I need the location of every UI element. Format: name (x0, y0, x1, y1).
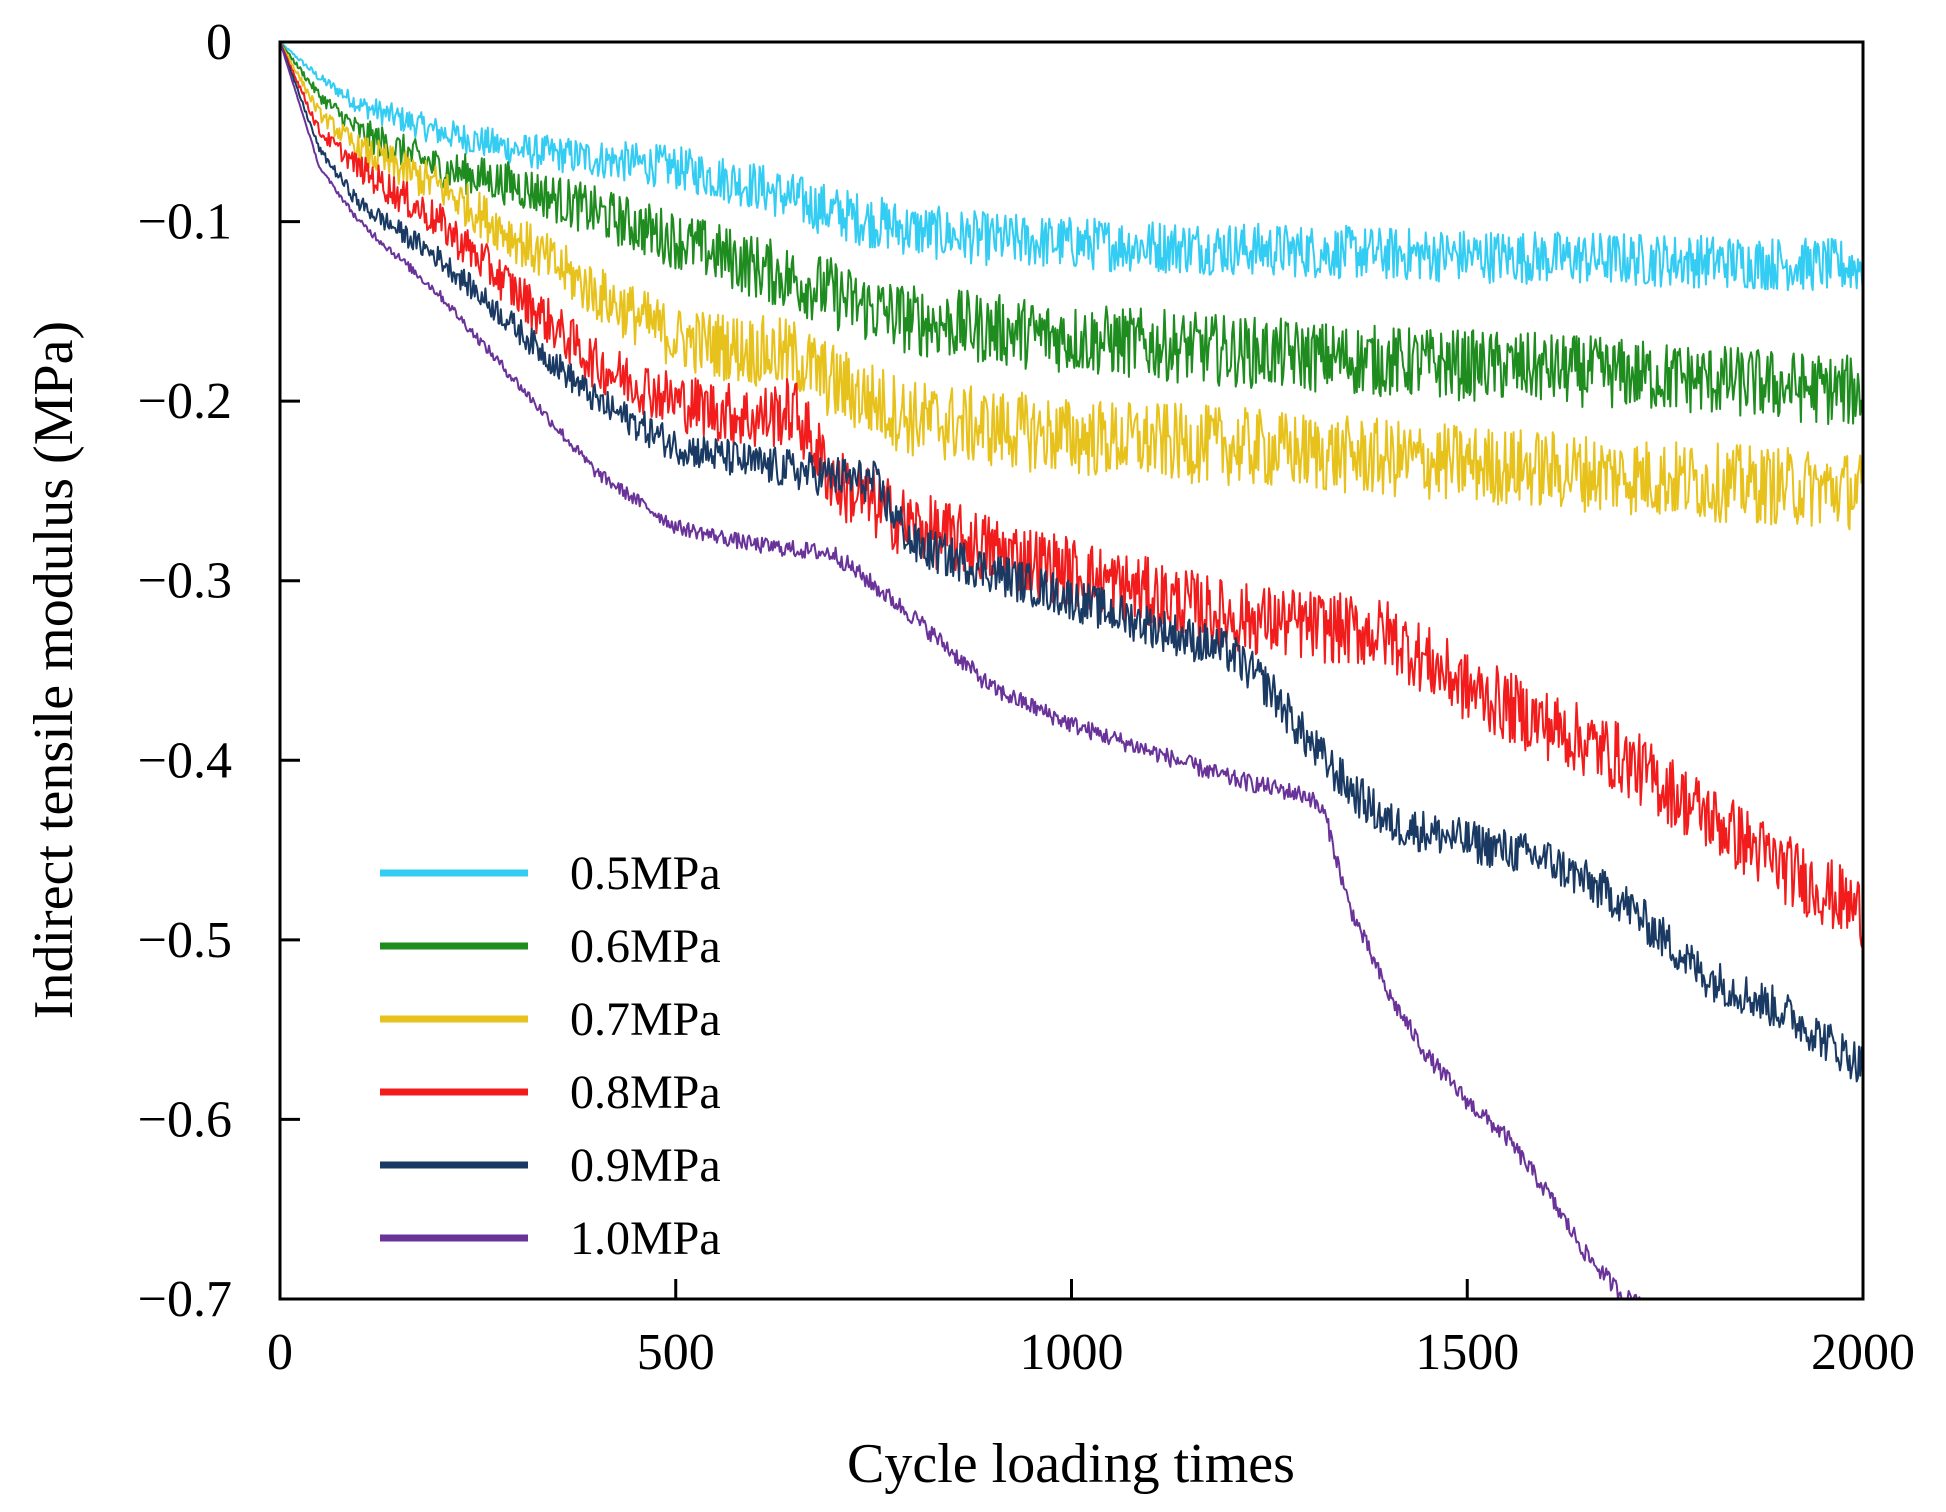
y-tick-label: −0.6 (138, 1091, 232, 1148)
legend: 0.5MPa 0.6MPa 0.7MPa 0.8MPa 0.9MPa 1.0MPa (380, 847, 721, 1265)
x-tick-label: 500 (637, 1324, 715, 1381)
series-line-0-5mpa (279, 41, 1864, 292)
y-tick-label: −0.1 (138, 194, 232, 251)
y-tick-label: −0.4 (138, 732, 232, 789)
y-tick-label: −0.5 (138, 912, 232, 969)
x-axis-title: Cycle loading times (847, 1433, 1295, 1495)
legend-label-0-8mpa: 0.8MPa (570, 1066, 721, 1119)
y-axis: 0 −0.1 −0.2 −0.3 −0.4 −0.5 −0.6 −0.7 (138, 14, 300, 1328)
series-line-0-7mpa (279, 41, 1864, 531)
legend-label-0-9mpa: 0.9MPa (570, 1139, 721, 1192)
series-line-0-6mpa (279, 41, 1864, 426)
y-tick-label: −0.3 (138, 553, 232, 610)
series-line-0-9mpa (279, 41, 1864, 1083)
legend-label-1-0mpa: 1.0MPa (570, 1212, 721, 1265)
series-line-1-0mpa (279, 41, 1642, 1300)
legend-label-0-7mpa: 0.7MPa (570, 993, 721, 1046)
x-tick-label: 2000 (1811, 1324, 1915, 1381)
x-axis: 0 500 1000 1500 2000 (267, 1279, 1915, 1381)
y-tick-label: 0 (206, 14, 232, 71)
y-tick-label: −0.2 (138, 373, 232, 430)
x-tick-label: 1500 (1415, 1324, 1519, 1381)
y-axis-title: Indirect tensile modulus (MPa) (23, 321, 85, 1019)
legend-label-0-5mpa: 0.5MPa (570, 847, 721, 900)
x-tick-label: 1000 (1020, 1324, 1124, 1381)
x-tick-label: 0 (267, 1324, 293, 1381)
y-tick-label: −0.7 (138, 1271, 232, 1328)
series-lines (279, 41, 1864, 1300)
legend-label-0-6mpa: 0.6MPa (570, 920, 721, 973)
